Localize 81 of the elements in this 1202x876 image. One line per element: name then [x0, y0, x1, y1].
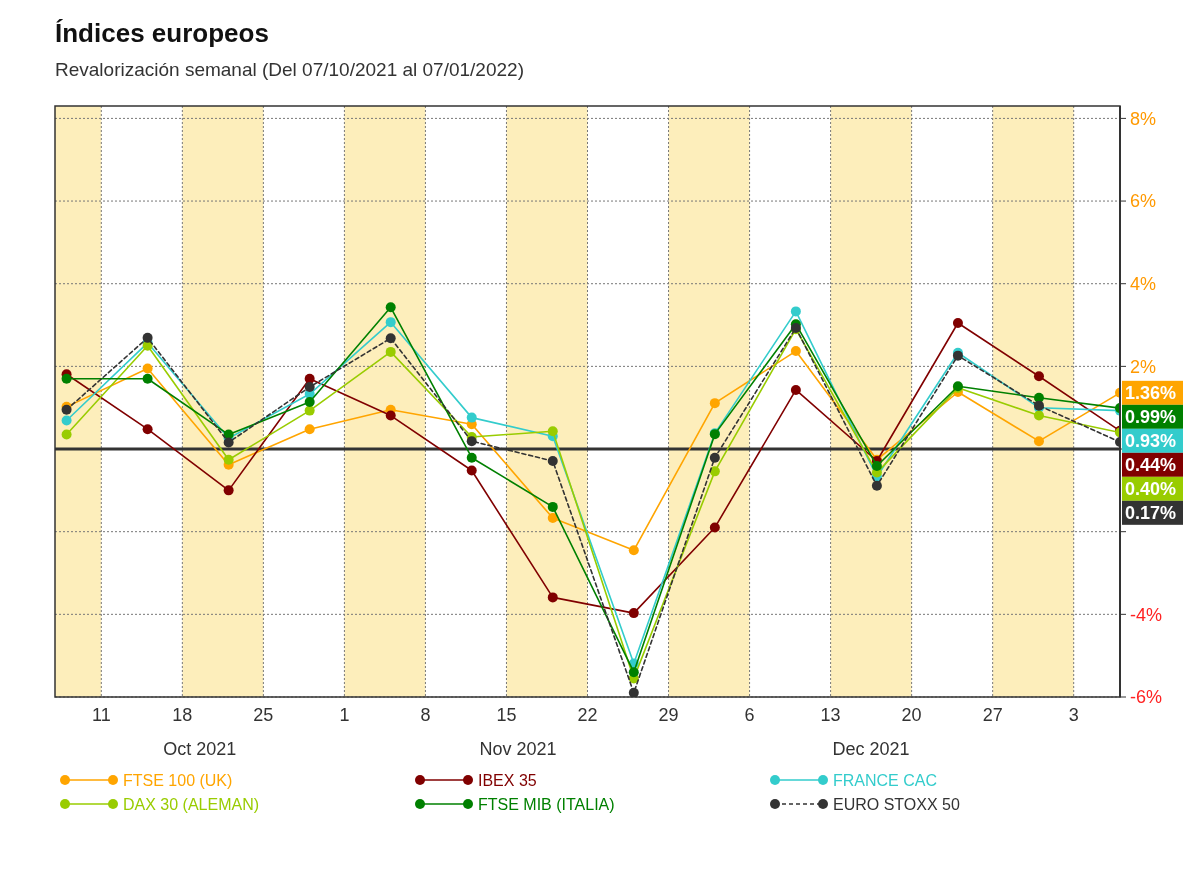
point: [385, 346, 396, 357]
point: [709, 466, 720, 477]
data-label: 0.17%: [1125, 503, 1177, 524]
text: Nov 2021: [479, 739, 557, 759]
y-tick-label: -6%: [1130, 687, 1163, 708]
point: [466, 436, 477, 447]
legend-label: FRANCE CAC: [833, 771, 938, 789]
y-tick-label: -4%: [1130, 604, 1163, 625]
x-tick-label: 18: [172, 705, 193, 725]
x-tick-label: 25: [253, 705, 274, 725]
text: Oct 2021: [163, 739, 237, 759]
point: [223, 437, 234, 448]
point: [1033, 410, 1044, 421]
point: [304, 405, 315, 416]
point: [547, 501, 558, 512]
point: [385, 317, 396, 328]
chart-title: Índices europeos: [55, 18, 269, 48]
point: [304, 396, 315, 407]
point: [142, 363, 153, 374]
point: [628, 667, 639, 678]
point: [709, 398, 720, 409]
point: [709, 452, 720, 463]
y-tick-label: 6%: [1130, 191, 1157, 212]
x-tick-label: 1: [339, 705, 350, 725]
point: [628, 687, 639, 697]
x-tick-label: 8: [420, 705, 431, 725]
point: [709, 522, 720, 533]
x-tick-label: 20: [901, 705, 922, 725]
legend-label: DAX 30 (ALEMAN): [123, 795, 260, 813]
y-tick-label: 8%: [1130, 108, 1157, 129]
text: Dec 2021: [832, 739, 910, 759]
data-label: 0.44%: [1125, 455, 1177, 476]
point: [547, 592, 558, 603]
chart-subtitle: Revalorización semanal (Del 07/10/2021 al 07/01/2022): [55, 59, 524, 80]
point: [223, 454, 234, 465]
point: [466, 452, 477, 463]
point: [304, 382, 315, 393]
x-tick-label: 22: [577, 705, 598, 725]
point: [142, 424, 153, 435]
x-tick-label: 11: [91, 705, 111, 725]
point: [385, 333, 396, 344]
point: [871, 460, 882, 471]
point: [547, 426, 558, 437]
point: [466, 412, 477, 423]
legend-label: FTSE MIB (ITALIA): [478, 795, 615, 813]
point: [871, 480, 882, 491]
point: [385, 302, 396, 313]
x-tick-label: 29: [658, 705, 679, 725]
legend-label: FTSE 100 (UK): [123, 771, 233, 789]
point: [628, 608, 639, 619]
point: [952, 317, 963, 328]
point: [790, 306, 801, 317]
y-tick-label: 2%: [1130, 356, 1157, 377]
point: [304, 424, 315, 435]
point: [1033, 371, 1044, 382]
data-label: 0.93%: [1125, 431, 1177, 452]
x-tick-label: 13: [820, 705, 841, 725]
legend-label: EURO STOXX 50: [833, 795, 960, 813]
point: [142, 332, 153, 343]
point: [142, 373, 153, 384]
data-label: 0.40%: [1125, 479, 1177, 500]
x-tick-label: 6: [744, 705, 755, 725]
point: [1033, 436, 1044, 447]
data-label: 1.36%: [1125, 383, 1177, 404]
point: [61, 415, 72, 426]
point: [547, 513, 558, 524]
x-tick-label: 15: [496, 705, 517, 725]
point: [547, 456, 558, 467]
data-label: 0.99%: [1125, 407, 1177, 428]
point: [385, 410, 396, 421]
point: [790, 346, 801, 357]
point: [223, 485, 234, 496]
y-tick-label: 4%: [1130, 274, 1157, 295]
point: [466, 465, 477, 476]
x-tick-label: 27: [982, 705, 1003, 725]
legend-label: IBEX 35: [478, 771, 537, 789]
point: [790, 384, 801, 395]
point: [628, 545, 639, 556]
x-tick-label: 3: [1068, 705, 1079, 725]
point: [61, 373, 72, 384]
point: [61, 429, 72, 440]
